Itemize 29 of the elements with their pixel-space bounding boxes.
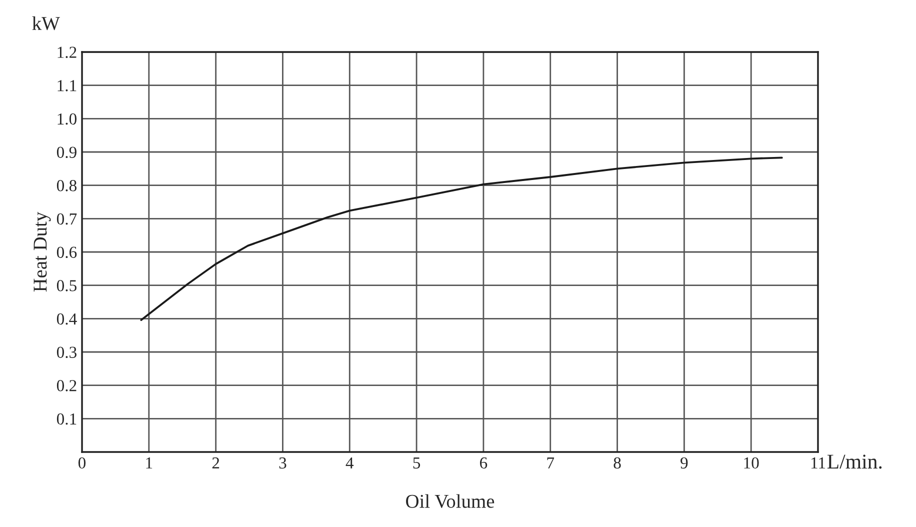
x-tick-label: 1 [146, 457, 152, 468]
text: L/min. [827, 454, 882, 469]
x-tick-label: 8 [614, 457, 621, 469]
x-tick-label: 5 [413, 458, 420, 469]
x-tick-label: 2 [212, 457, 220, 468]
x-tick-label: 7 [547, 458, 554, 468]
y-tick-label: 0.6 [56, 246, 77, 258]
y-tick-label: 0.3 [56, 346, 76, 358]
y-axis-title: Heat Duty [34, 212, 51, 292]
y-tick-label: 0.2 [56, 380, 76, 392]
y-tick-label: 0.5 [56, 280, 76, 292]
x-tick-label: 3 [279, 457, 286, 469]
x-tick-label: 6 [480, 457, 488, 469]
y-tick-label: 1.0 [58, 113, 77, 125]
y-tick-label: 0.1 [56, 413, 76, 425]
y-tick-label: 0.8 [56, 180, 77, 192]
line-series [140, 156, 783, 321]
y-tick-label: 0.4 [56, 313, 77, 325]
text: kW [32, 16, 60, 30]
y-tick-label: 0.9 [56, 146, 76, 158]
x-tick-label: 0 [78, 457, 86, 469]
y-tick-label: 1.1 [58, 80, 76, 92]
x-tick-label: 11 [811, 457, 826, 468]
y-tick-label: 1.2 [58, 46, 76, 58]
x-tick-label: 10 [744, 457, 759, 469]
y-tick-label: 0.7 [56, 213, 77, 225]
x-tick-label: 4 [346, 457, 354, 468]
x-axis-title: Oil Volume [406, 494, 494, 508]
x-tick-label: 9 [680, 457, 688, 469]
